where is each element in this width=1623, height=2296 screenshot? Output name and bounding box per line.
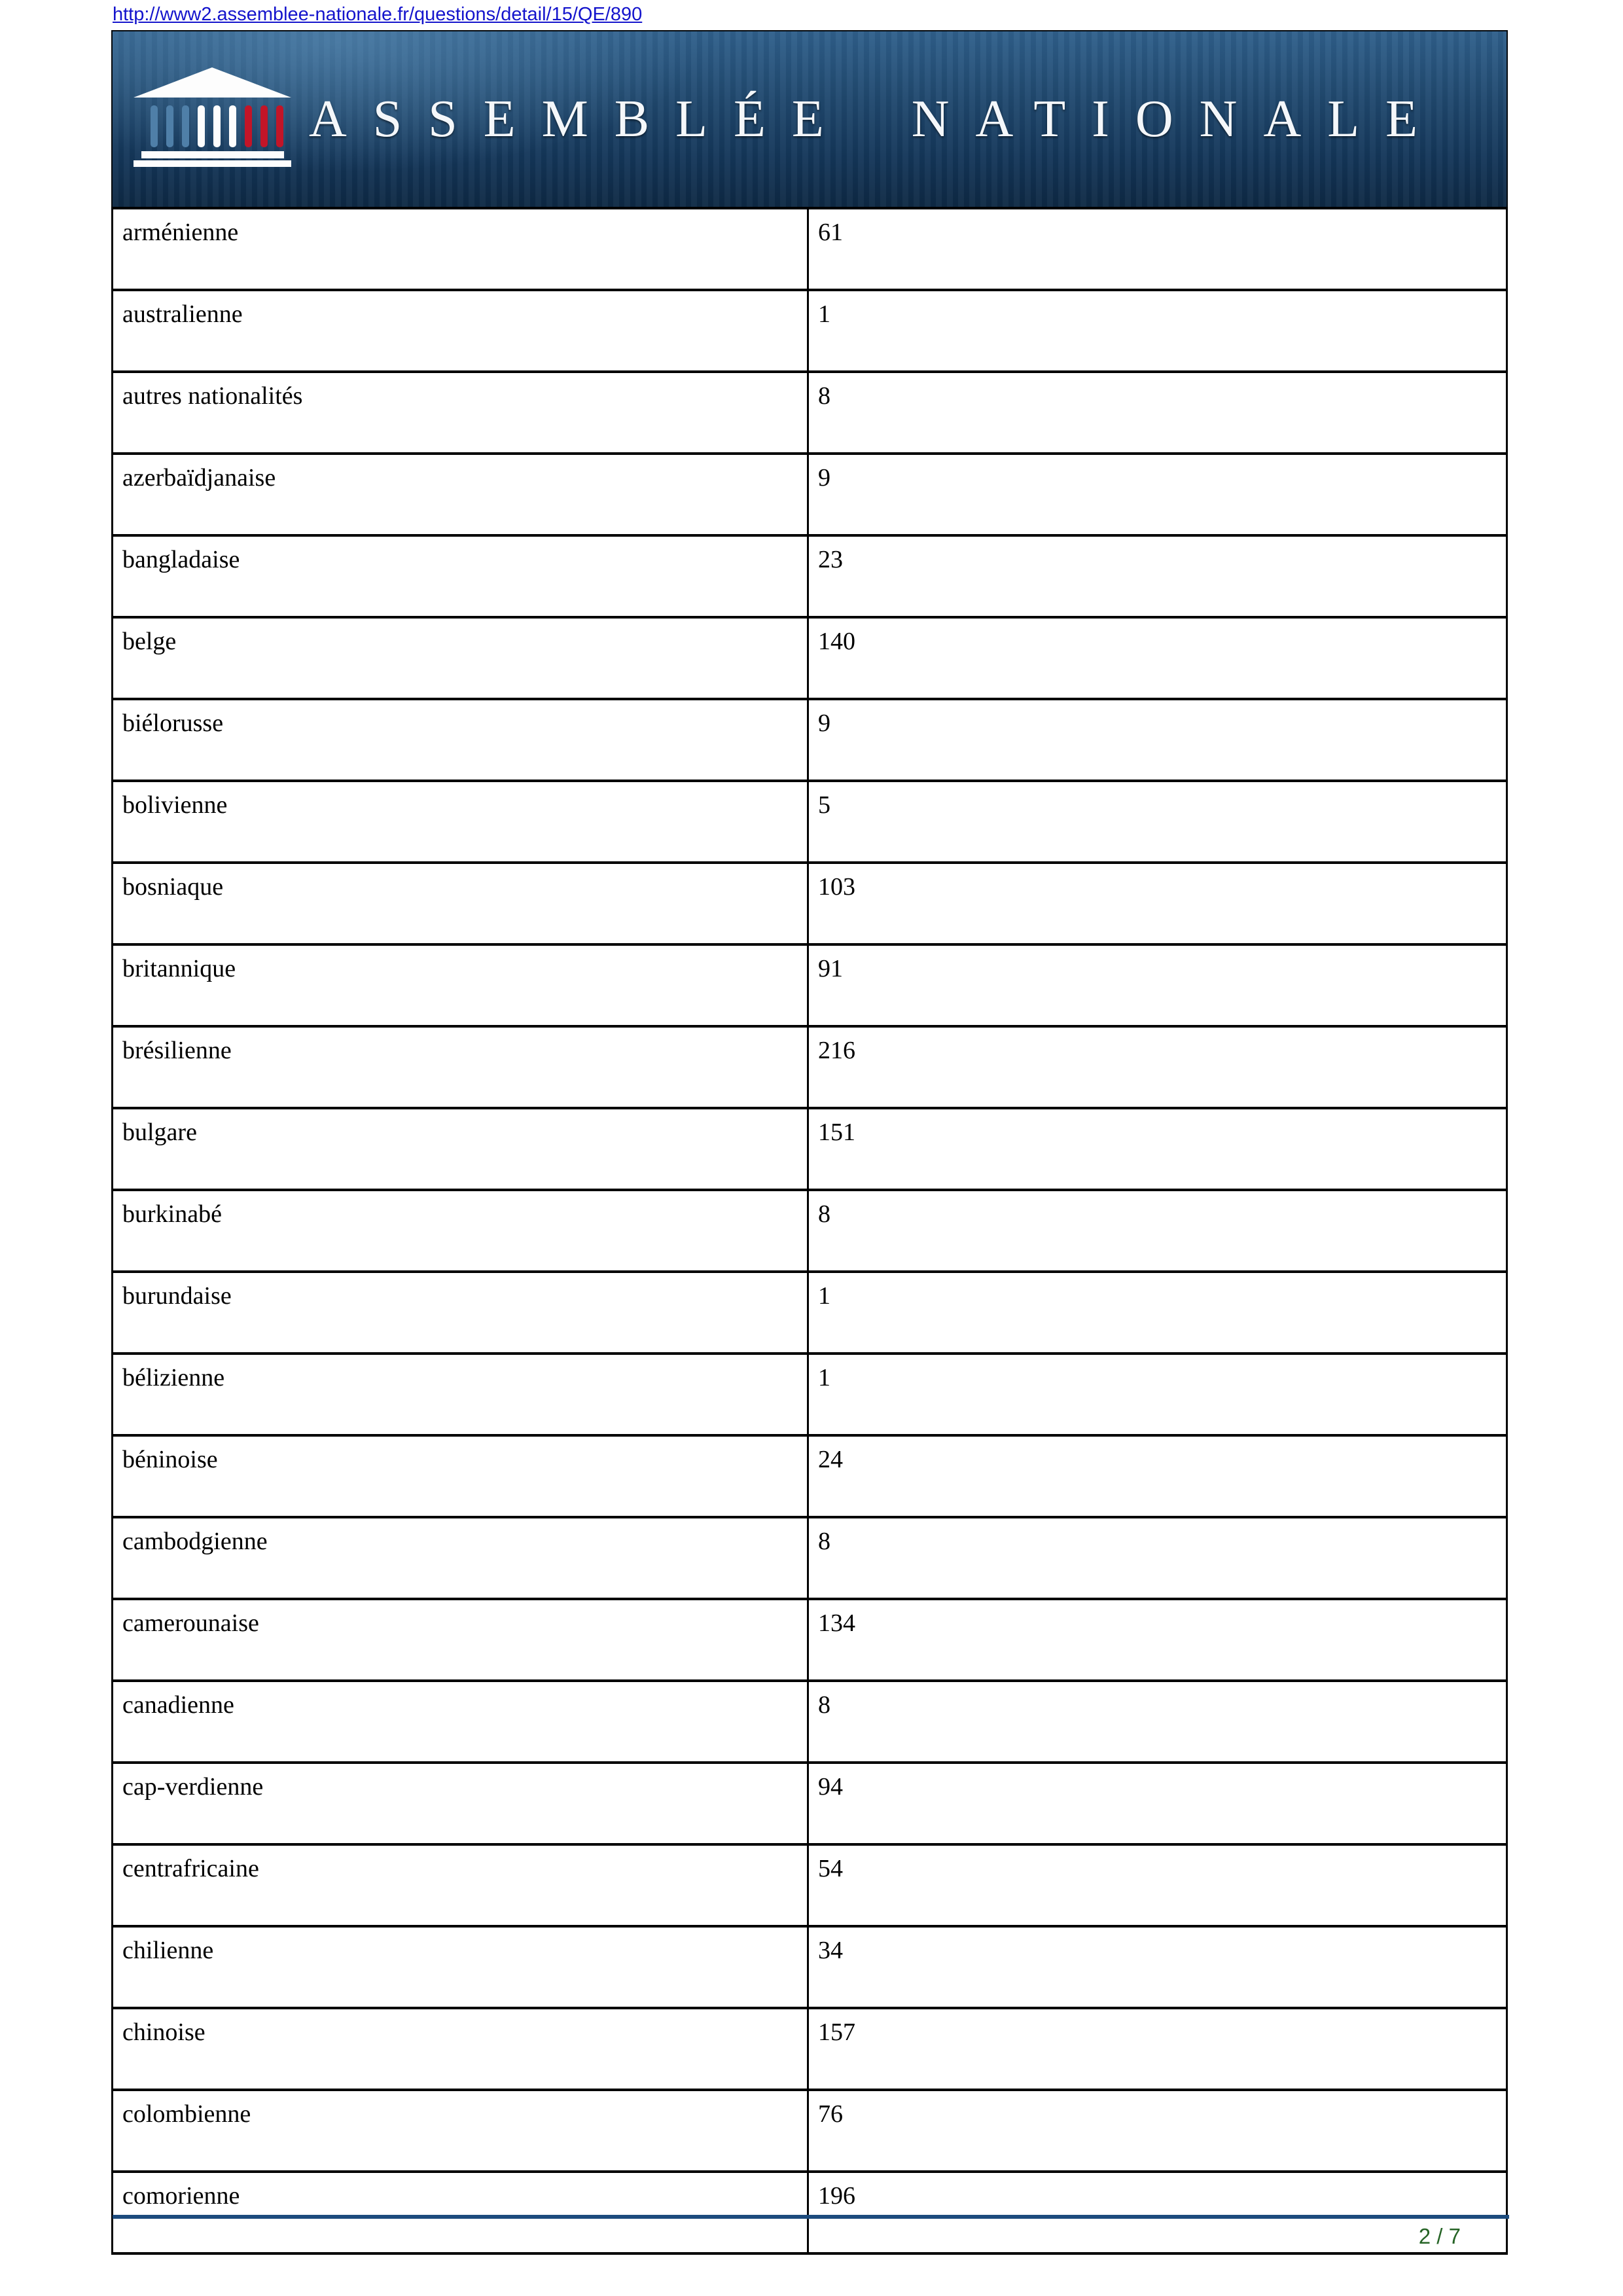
table-row: autres nationalités 8 xyxy=(111,370,1508,455)
table-row: comorienne 196 xyxy=(111,2170,1508,2255)
nationality-cell: camerounaise xyxy=(111,1598,809,1682)
nationality-cell: bulgare xyxy=(111,1107,809,1191)
nationality-cell: cambodgienne xyxy=(111,1516,809,1600)
count-cell: 91 xyxy=(807,943,1508,1028)
nationality-cell: arménienne xyxy=(111,207,809,291)
table-row: belge 140 xyxy=(111,616,1508,700)
count-cell: 9 xyxy=(807,698,1508,782)
nationality-cell: bolivienne xyxy=(111,780,809,864)
table-row: burkinabé 8 xyxy=(111,1189,1508,1273)
banner-title: ASSEMBLÉE NATIONALE xyxy=(309,90,1444,148)
nationality-cell: burkinabé xyxy=(111,1189,809,1273)
nationality-cell: canadienne xyxy=(111,1679,809,1764)
count-cell: 216 xyxy=(807,1025,1508,1109)
count-cell: 1 xyxy=(807,289,1508,373)
table-row: cap-verdienne 94 xyxy=(111,1761,1508,1846)
nationalities-table: arménienne 61 australienne 1 autres national… xyxy=(111,207,1508,2255)
nationality-cell: australienne xyxy=(111,289,809,373)
table-row: britannique 91 xyxy=(111,943,1508,1028)
nationality-cell: britannique xyxy=(111,943,809,1028)
table-row: bélizienne 1 xyxy=(111,1352,1508,1437)
count-cell: 94 xyxy=(807,1761,1508,1846)
count-cell: 24 xyxy=(807,1434,1508,1518)
count-cell: 23 xyxy=(807,534,1508,619)
nationality-cell: brésilienne xyxy=(111,1025,809,1109)
nationality-cell: burundaise xyxy=(111,1270,809,1355)
nationality-cell: comorienne xyxy=(111,2170,809,2255)
count-cell: 5 xyxy=(807,780,1508,864)
count-cell: 54 xyxy=(807,1843,1508,1928)
assemblee-nationale-banner: ASSEMBLÉE NATIONALE xyxy=(111,30,1508,207)
nationality-cell: cap-verdienne xyxy=(111,1761,809,1846)
count-cell: 8 xyxy=(807,1189,1508,1273)
nationalities-table-body: arménienne 61 australienne 1 autres national… xyxy=(111,207,1508,2255)
table-row: biélorusse 9 xyxy=(111,698,1508,782)
table-row: bangladaise 23 xyxy=(111,534,1508,619)
count-cell: 9 xyxy=(807,452,1508,537)
table-row: cambodgienne 8 xyxy=(111,1516,1508,1600)
count-cell: 140 xyxy=(807,616,1508,700)
nationality-cell: bélizienne xyxy=(111,1352,809,1437)
count-cell: 8 xyxy=(807,1516,1508,1600)
table-row: burundaise 1 xyxy=(111,1270,1508,1355)
count-cell: 151 xyxy=(807,1107,1508,1191)
table-row: centrafricaine 54 xyxy=(111,1843,1508,1928)
nationality-cell: azerbaïdjanaise xyxy=(111,452,809,537)
table-row: camerounaise 134 xyxy=(111,1598,1508,1682)
table-row: chinoise 157 xyxy=(111,2007,1508,2091)
count-cell: 196 xyxy=(807,2170,1508,2255)
count-cell: 8 xyxy=(807,370,1508,455)
table-row: azerbaïdjanaise 9 xyxy=(111,452,1508,537)
count-cell: 103 xyxy=(807,861,1508,946)
table-row: arménienne 61 xyxy=(111,207,1508,291)
nationality-cell: biélorusse xyxy=(111,698,809,782)
table-row: brésilienne 216 xyxy=(111,1025,1508,1109)
table-row: chilienne 34 xyxy=(111,1925,1508,2009)
count-cell: 1 xyxy=(807,1270,1508,1355)
count-cell: 8 xyxy=(807,1679,1508,1764)
table-row: bosniaque 103 xyxy=(111,861,1508,946)
nationality-cell: bangladaise xyxy=(111,534,809,619)
count-cell: 157 xyxy=(807,2007,1508,2091)
table-row: australienne 1 xyxy=(111,289,1508,373)
page-url-link[interactable]: http://www2.assemblee-nationale.fr/quest… xyxy=(113,4,643,25)
count-cell: 61 xyxy=(807,207,1508,291)
table-row: colombienne 76 xyxy=(111,2089,1508,2173)
table-row: bulgare 151 xyxy=(111,1107,1508,1191)
nationality-cell: belge xyxy=(111,616,809,700)
count-cell: 76 xyxy=(807,2089,1508,2173)
nationality-cell: colombienne xyxy=(111,2089,809,2173)
nationality-cell: centrafricaine xyxy=(111,1843,809,1928)
nationality-cell: chilienne xyxy=(111,1925,809,2009)
count-cell: 1 xyxy=(807,1352,1508,1437)
nationality-cell: bosniaque xyxy=(111,861,809,946)
nationality-cell: chinoise xyxy=(111,2007,809,2091)
count-cell: 134 xyxy=(807,1598,1508,1682)
table-row: bolivienne 5 xyxy=(111,780,1508,864)
nationality-cell: béninoise xyxy=(111,1434,809,1518)
assemblee-temple-icon xyxy=(134,67,291,167)
table-row: canadienne 8 xyxy=(111,1679,1508,1764)
table-row: béninoise 24 xyxy=(111,1434,1508,1518)
page-number-indicator: 2 / 7 xyxy=(1418,2224,1461,2248)
footer-divider xyxy=(113,2215,1509,2219)
count-cell: 34 xyxy=(807,1925,1508,2009)
nationality-cell: autres nationalités xyxy=(111,370,809,455)
